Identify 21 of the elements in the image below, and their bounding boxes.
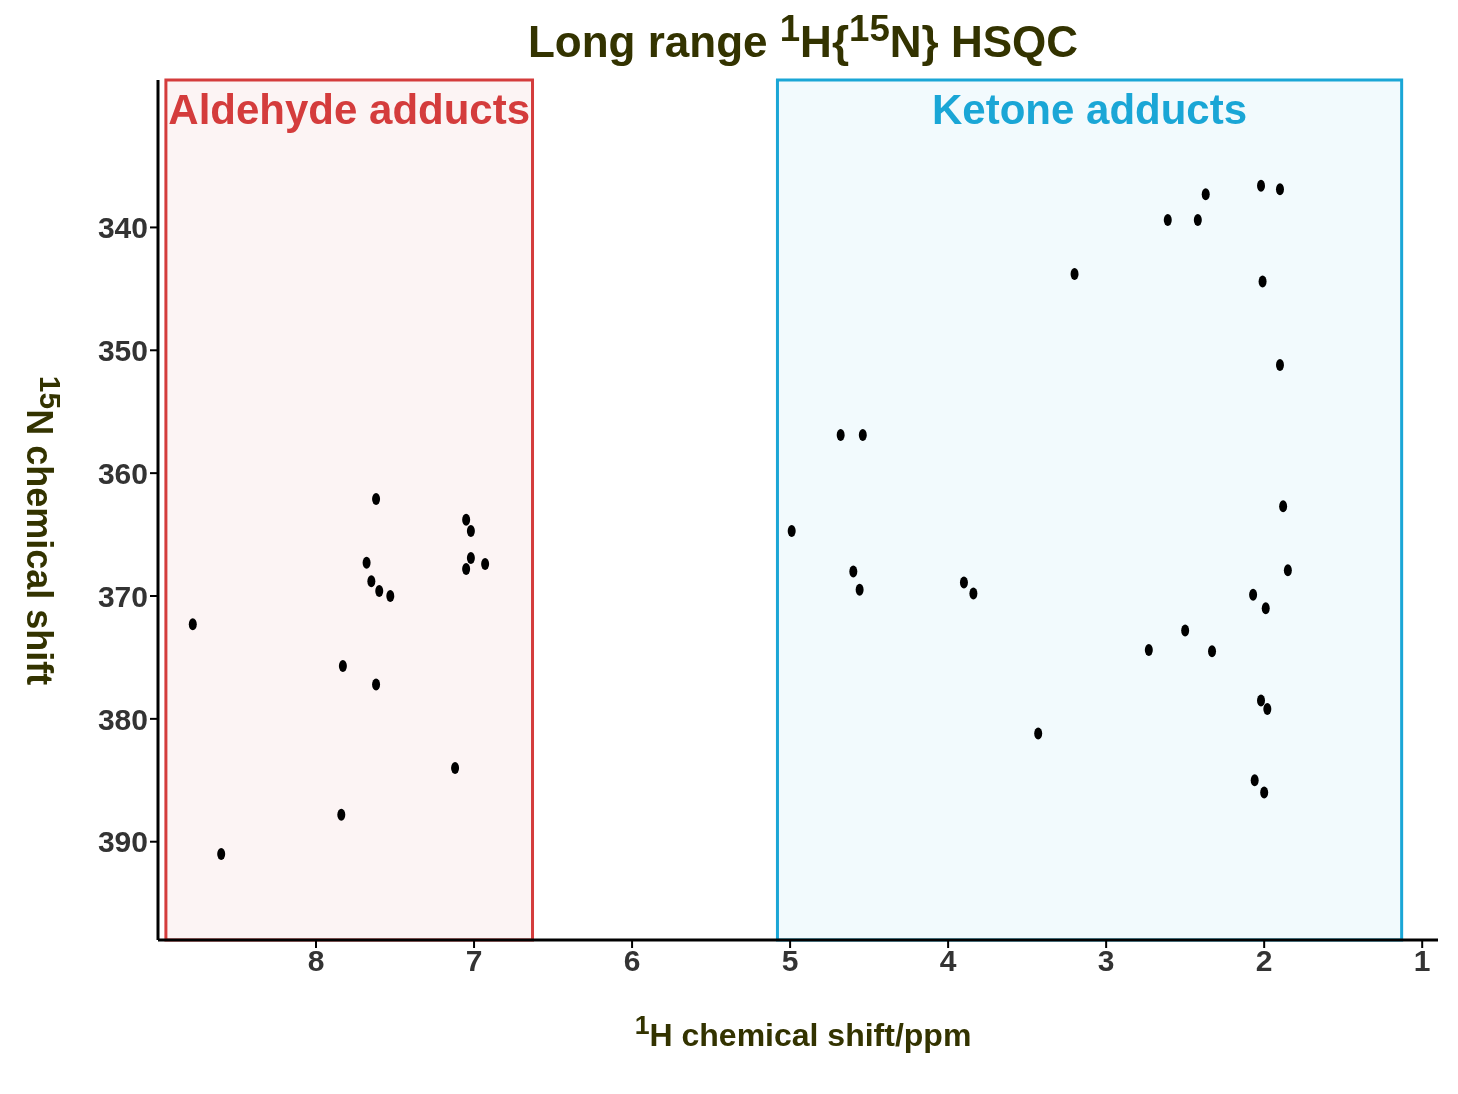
x-tick-label: 8 xyxy=(307,944,325,978)
chart-title: Long range $^{1}$H{$^{15}$N} HSQC xyxy=(526,8,1080,68)
x-tick-label: 5 xyxy=(781,944,799,978)
point xyxy=(386,590,395,602)
x-tick-label: 1 xyxy=(1413,944,1431,978)
x-tick-label: 7 xyxy=(465,944,483,978)
point xyxy=(451,762,460,774)
band-label: Aldehyde adducts xyxy=(168,85,531,133)
y-tick-label: 390 xyxy=(97,825,148,859)
point xyxy=(217,848,226,860)
y-tick-label: 360 xyxy=(97,456,148,490)
y-tick-label: 370 xyxy=(97,579,148,613)
band-label: Ketone adducts xyxy=(932,85,1248,133)
x-tick-label: 3 xyxy=(1097,944,1115,978)
x-tick-label: 4 xyxy=(939,944,957,978)
x-tick-label: 2 xyxy=(1255,944,1273,978)
y-tick-label: 350 xyxy=(97,333,148,367)
x-axis-title: $^{1}$H chemical shift/ppm xyxy=(633,1010,973,1054)
x-tick-label: 6 xyxy=(623,944,641,978)
y-tick-label: 340 xyxy=(97,211,148,245)
y-tick-label: 380 xyxy=(97,702,148,736)
